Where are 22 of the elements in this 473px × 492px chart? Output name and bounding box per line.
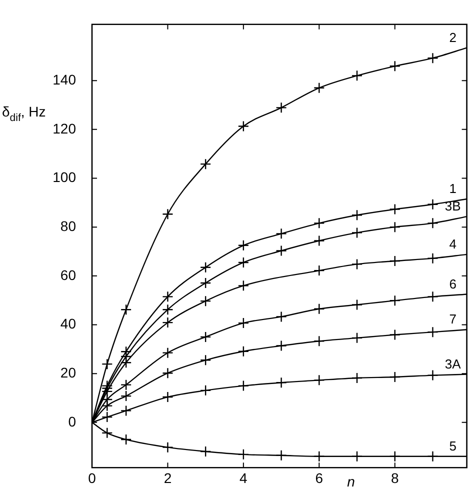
x-tick-label: 0 (88, 470, 96, 486)
y-tick-label: 80 (60, 218, 76, 234)
series-label: 3A (444, 356, 462, 372)
legend-label: 6 (449, 276, 456, 292)
legend-label: 4 (449, 236, 456, 252)
series-label: 7 (449, 312, 456, 327)
x-tick-label: 2 (164, 470, 172, 486)
x-tick-label: 4 (240, 470, 248, 486)
x-tick-label: 6 (315, 470, 324, 486)
series-label: 2 (449, 30, 456, 45)
y-tick-label: 120 (52, 120, 76, 136)
x-axis-title: n (347, 474, 356, 490)
y-tick-label: 40 (60, 316, 76, 332)
y-tick-label: 20 (60, 364, 76, 380)
x-tick-label: 8 (390, 470, 399, 486)
series-label: 5 (449, 438, 456, 454)
y-tick-label: 60 (60, 266, 76, 283)
series-label: 3B (444, 198, 461, 214)
y-tick-label: 0 (68, 413, 76, 430)
legend-label: 1 (449, 181, 456, 196)
y-tick-label: 100 (52, 169, 76, 186)
y-tick-label: 140 (52, 71, 76, 88)
